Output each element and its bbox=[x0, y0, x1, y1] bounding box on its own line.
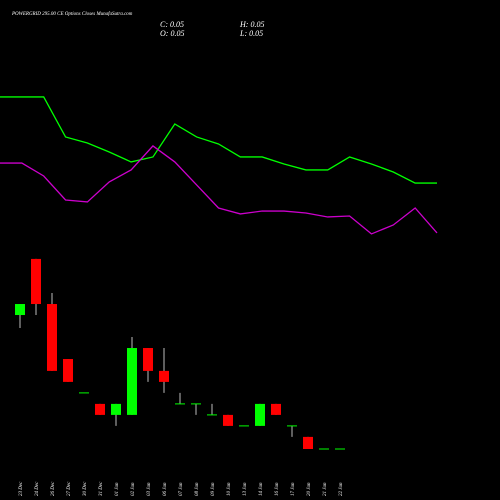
ohlc-label: L: 0.05 bbox=[239, 29, 263, 38]
candle-body bbox=[271, 403, 281, 415]
candle-body bbox=[47, 304, 57, 371]
candle-body bbox=[159, 370, 169, 382]
indicator-line bbox=[0, 145, 438, 235]
x-tick-label: 13 Jan bbox=[243, 482, 248, 496]
x-tick-label: 24 Dec bbox=[35, 481, 40, 496]
x-tick-label: 26 Dec bbox=[51, 481, 56, 496]
x-tick-label: 27 Dec bbox=[67, 481, 72, 496]
x-tick-label: 01 Jan bbox=[115, 482, 120, 496]
x-tick-label: 08 Jan bbox=[195, 482, 200, 496]
candle-body bbox=[127, 348, 137, 415]
x-tick-label: 31 Dec bbox=[99, 481, 104, 496]
candle-body bbox=[63, 359, 73, 382]
x-tick-label: 14 Jan bbox=[259, 482, 264, 496]
candle-body bbox=[31, 258, 41, 305]
ohlc-label: H: 0.05 bbox=[239, 20, 264, 29]
x-tick-label: 21 Jan bbox=[323, 482, 328, 496]
ohlc-label: O: 0.05 bbox=[160, 29, 184, 38]
x-tick-label: 06 Jan bbox=[163, 482, 168, 496]
chart-title: POWERGRID 295.00 CE Options Closes Munaf… bbox=[11, 12, 133, 17]
x-tick-label: 22 Jan bbox=[339, 482, 344, 496]
x-tick-label: 16 Jan bbox=[275, 482, 280, 496]
candle-body bbox=[111, 403, 121, 415]
candle-body bbox=[255, 403, 265, 426]
candle-body bbox=[223, 414, 233, 426]
ohlc-label: C: 0.05 bbox=[160, 20, 184, 29]
x-tick-label: 03 Jan bbox=[147, 482, 152, 496]
x-tick-label: 07 Jan bbox=[179, 482, 184, 496]
x-tick-label: 20 Jan bbox=[307, 482, 312, 496]
x-tick-label: 23 Dec bbox=[19, 481, 24, 496]
x-tick-label: 30 Dec bbox=[83, 481, 88, 496]
candle-body bbox=[303, 436, 313, 449]
candle-body bbox=[143, 348, 153, 371]
candle-body bbox=[95, 403, 105, 415]
x-tick-label: 10 Jan bbox=[227, 482, 232, 496]
x-tick-label: 17 Jan bbox=[291, 482, 296, 496]
candle-body bbox=[15, 304, 25, 316]
indicator-line bbox=[0, 96, 437, 184]
x-tick-label: 02 Jan bbox=[131, 482, 136, 496]
x-tick-label: 09 Jan bbox=[211, 482, 216, 496]
